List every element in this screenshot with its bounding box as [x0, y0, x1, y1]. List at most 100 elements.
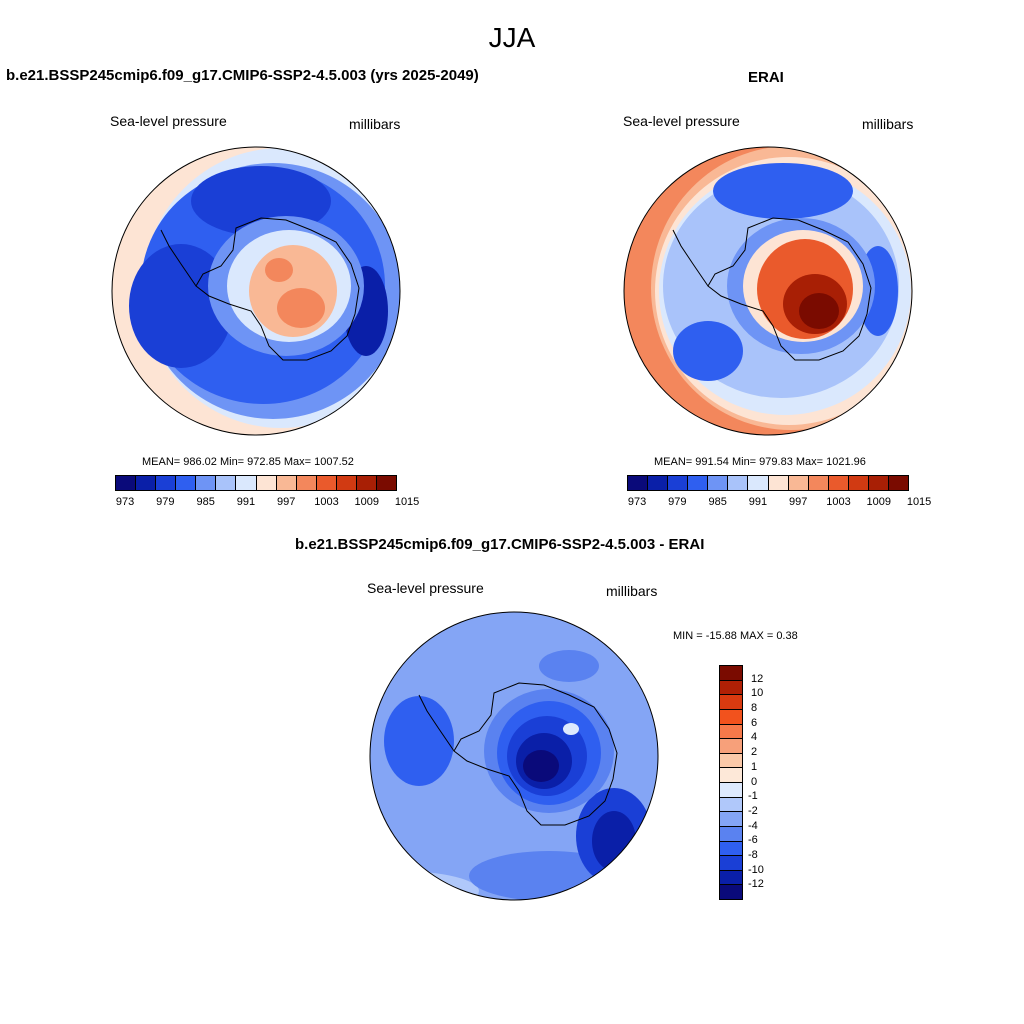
left-polar-map [111, 146, 401, 436]
colorbar-tick-label: 1003 [826, 496, 851, 508]
diff-colorbar-tick-label: -1 [748, 790, 758, 803]
colorbar-tick-label: 991 [236, 496, 256, 508]
colorbar-swatch [668, 476, 689, 490]
colorbar-swatch [708, 476, 729, 490]
colorbar-tick-label: 1009 [354, 496, 380, 508]
diff-colorbar-swatch [720, 709, 742, 725]
diff-units-label: millibars [606, 583, 658, 599]
colorbar-tick-label: 991 [748, 496, 768, 508]
map-fill-low-west [673, 321, 743, 381]
colorbar-swatch [728, 476, 749, 490]
diff-colorbar-tick-label: 12 [751, 672, 764, 685]
map-boundary [111, 146, 401, 436]
colorbar-swatch [848, 476, 869, 490]
map-fill-low-west [384, 696, 454, 786]
colorbar-swatch [176, 476, 197, 490]
colorbar-swatch [628, 476, 649, 490]
antarctic-peninsula [418, 694, 455, 752]
map-fill-sw-pale [370, 871, 479, 900]
colorbar-tick-label: 973 [115, 496, 135, 508]
map-fill-high-2 [799, 293, 839, 329]
left-colorbar-ticks: 973 979 985 991 997 1003 1009 1015 [115, 496, 419, 510]
colorbar-swatch [868, 476, 890, 490]
diff-colorbar-swatch [720, 695, 742, 710]
diff-colorbar-tick-label: 10 [751, 687, 764, 700]
right-stats: MEAN= 991.54 Min= 979.83 Max= 1021.96 [654, 456, 866, 468]
diff-colorbar-swatch [720, 870, 742, 886]
diff-colorbar-tick-label: 1 [751, 760, 758, 773]
diff-colorbar-swatch [720, 680, 742, 696]
diff-colorbar-swatch [720, 885, 742, 899]
diff-colorbar-swatch [720, 812, 742, 827]
diff-colorbar [719, 665, 743, 900]
right-units-label: millibars [862, 116, 914, 132]
diff-panel-title: b.e21.BSSP245cmip6.f09_g17.CMIP6-SSP2-4.… [295, 536, 705, 553]
map-fill-interior-core [523, 750, 559, 782]
diff-variable-label: Sea-level pressure [367, 580, 484, 596]
diff-colorbar-swatch [720, 841, 742, 857]
main-title: JJA [488, 22, 536, 53]
left-stats: MEAN= 986.02 Min= 972.85 Max= 1007.52 [142, 456, 354, 468]
map-boundary [623, 146, 913, 436]
diff-colorbar-swatch [720, 826, 742, 842]
antarctica-coastline [195, 217, 360, 361]
right-panel-title: ERAI [748, 69, 784, 86]
colorbar-swatch [336, 476, 357, 490]
colorbar-tick-label: 979 [156, 496, 175, 508]
diff-colorbar-swatch [720, 783, 742, 798]
right-polar-map [623, 146, 913, 436]
colorbar-swatch [296, 476, 317, 490]
diff-colorbar-tick-label: 6 [751, 716, 758, 729]
right-colorbar [627, 475, 909, 491]
diff-colorbar-swatch [720, 753, 742, 769]
antarctic-peninsula [672, 229, 709, 287]
colorbar-swatch [116, 476, 137, 490]
colorbar-tick-label: 997 [277, 496, 296, 508]
left-panel-title: b.e21.BSSP245cmip6.f09_g17.CMIP6-SSP2-4.… [6, 67, 479, 84]
colorbar-tick-label: 997 [789, 496, 808, 508]
diff-polar-map [369, 611, 659, 901]
colorbar-swatch [256, 476, 277, 490]
map-fill-low-north [713, 163, 853, 219]
diff-colorbar-tick-label: 2 [751, 746, 758, 759]
diff-colorbar-tick-label: -4 [748, 819, 758, 832]
left-variable-label: Sea-level pressure [110, 113, 227, 129]
colorbar-tick-label: 985 [708, 496, 727, 508]
colorbar-tick-label: 1015 [394, 496, 420, 508]
diff-colorbar-swatch [720, 739, 742, 754]
diff-colorbar-ticks: 12 10 8 6 4 2 1 0 -1 -2 -4 -6 -8 -10 -12 [748, 665, 791, 900]
colorbar-tick-label: 979 [668, 496, 687, 508]
colorbar-swatch [216, 476, 237, 490]
antarctica-coastline [707, 217, 872, 361]
map-fill-low-se-core [592, 811, 636, 871]
colorbar-swatch [316, 476, 337, 490]
diff-colorbar-swatch [720, 666, 742, 681]
colorbar-swatch [748, 476, 769, 490]
colorbar-swatch [648, 476, 669, 490]
diff-colorbar-swatch [720, 797, 742, 813]
colorbar-swatch [788, 476, 809, 490]
colorbar-tick-label: 1015 [906, 496, 932, 508]
colorbar-swatch [688, 476, 709, 490]
map-fill-low-north [539, 650, 599, 682]
colorbar-swatch [808, 476, 829, 490]
colorbar-swatch [356, 476, 378, 490]
colorbar-swatch [136, 476, 157, 490]
left-units-label: millibars [349, 116, 401, 132]
colorbar-swatch [768, 476, 789, 490]
diff-colorbar-swatch [720, 724, 742, 740]
colorbar-swatch [236, 476, 257, 490]
right-colorbar-ticks: 973 979 985 991 997 1003 1009 1015 [627, 496, 931, 510]
map-fill-high-2 [265, 258, 293, 282]
diff-colorbar-tick-label: -8 [748, 848, 758, 861]
diff-colorbar-tick-label: -6 [748, 834, 758, 847]
diff-colorbar-tick-label: 8 [751, 702, 758, 715]
diff-colorbar-tick-label: 4 [751, 731, 758, 744]
colorbar-swatch [889, 476, 909, 490]
map-fill-low-west [129, 244, 233, 368]
map-boundary [369, 611, 659, 901]
map-fill-coastal-light [563, 723, 579, 735]
antarctica-coastline [453, 682, 618, 826]
colorbar-tick-label: 1003 [314, 496, 339, 508]
right-variable-label: Sea-level pressure [623, 113, 740, 129]
